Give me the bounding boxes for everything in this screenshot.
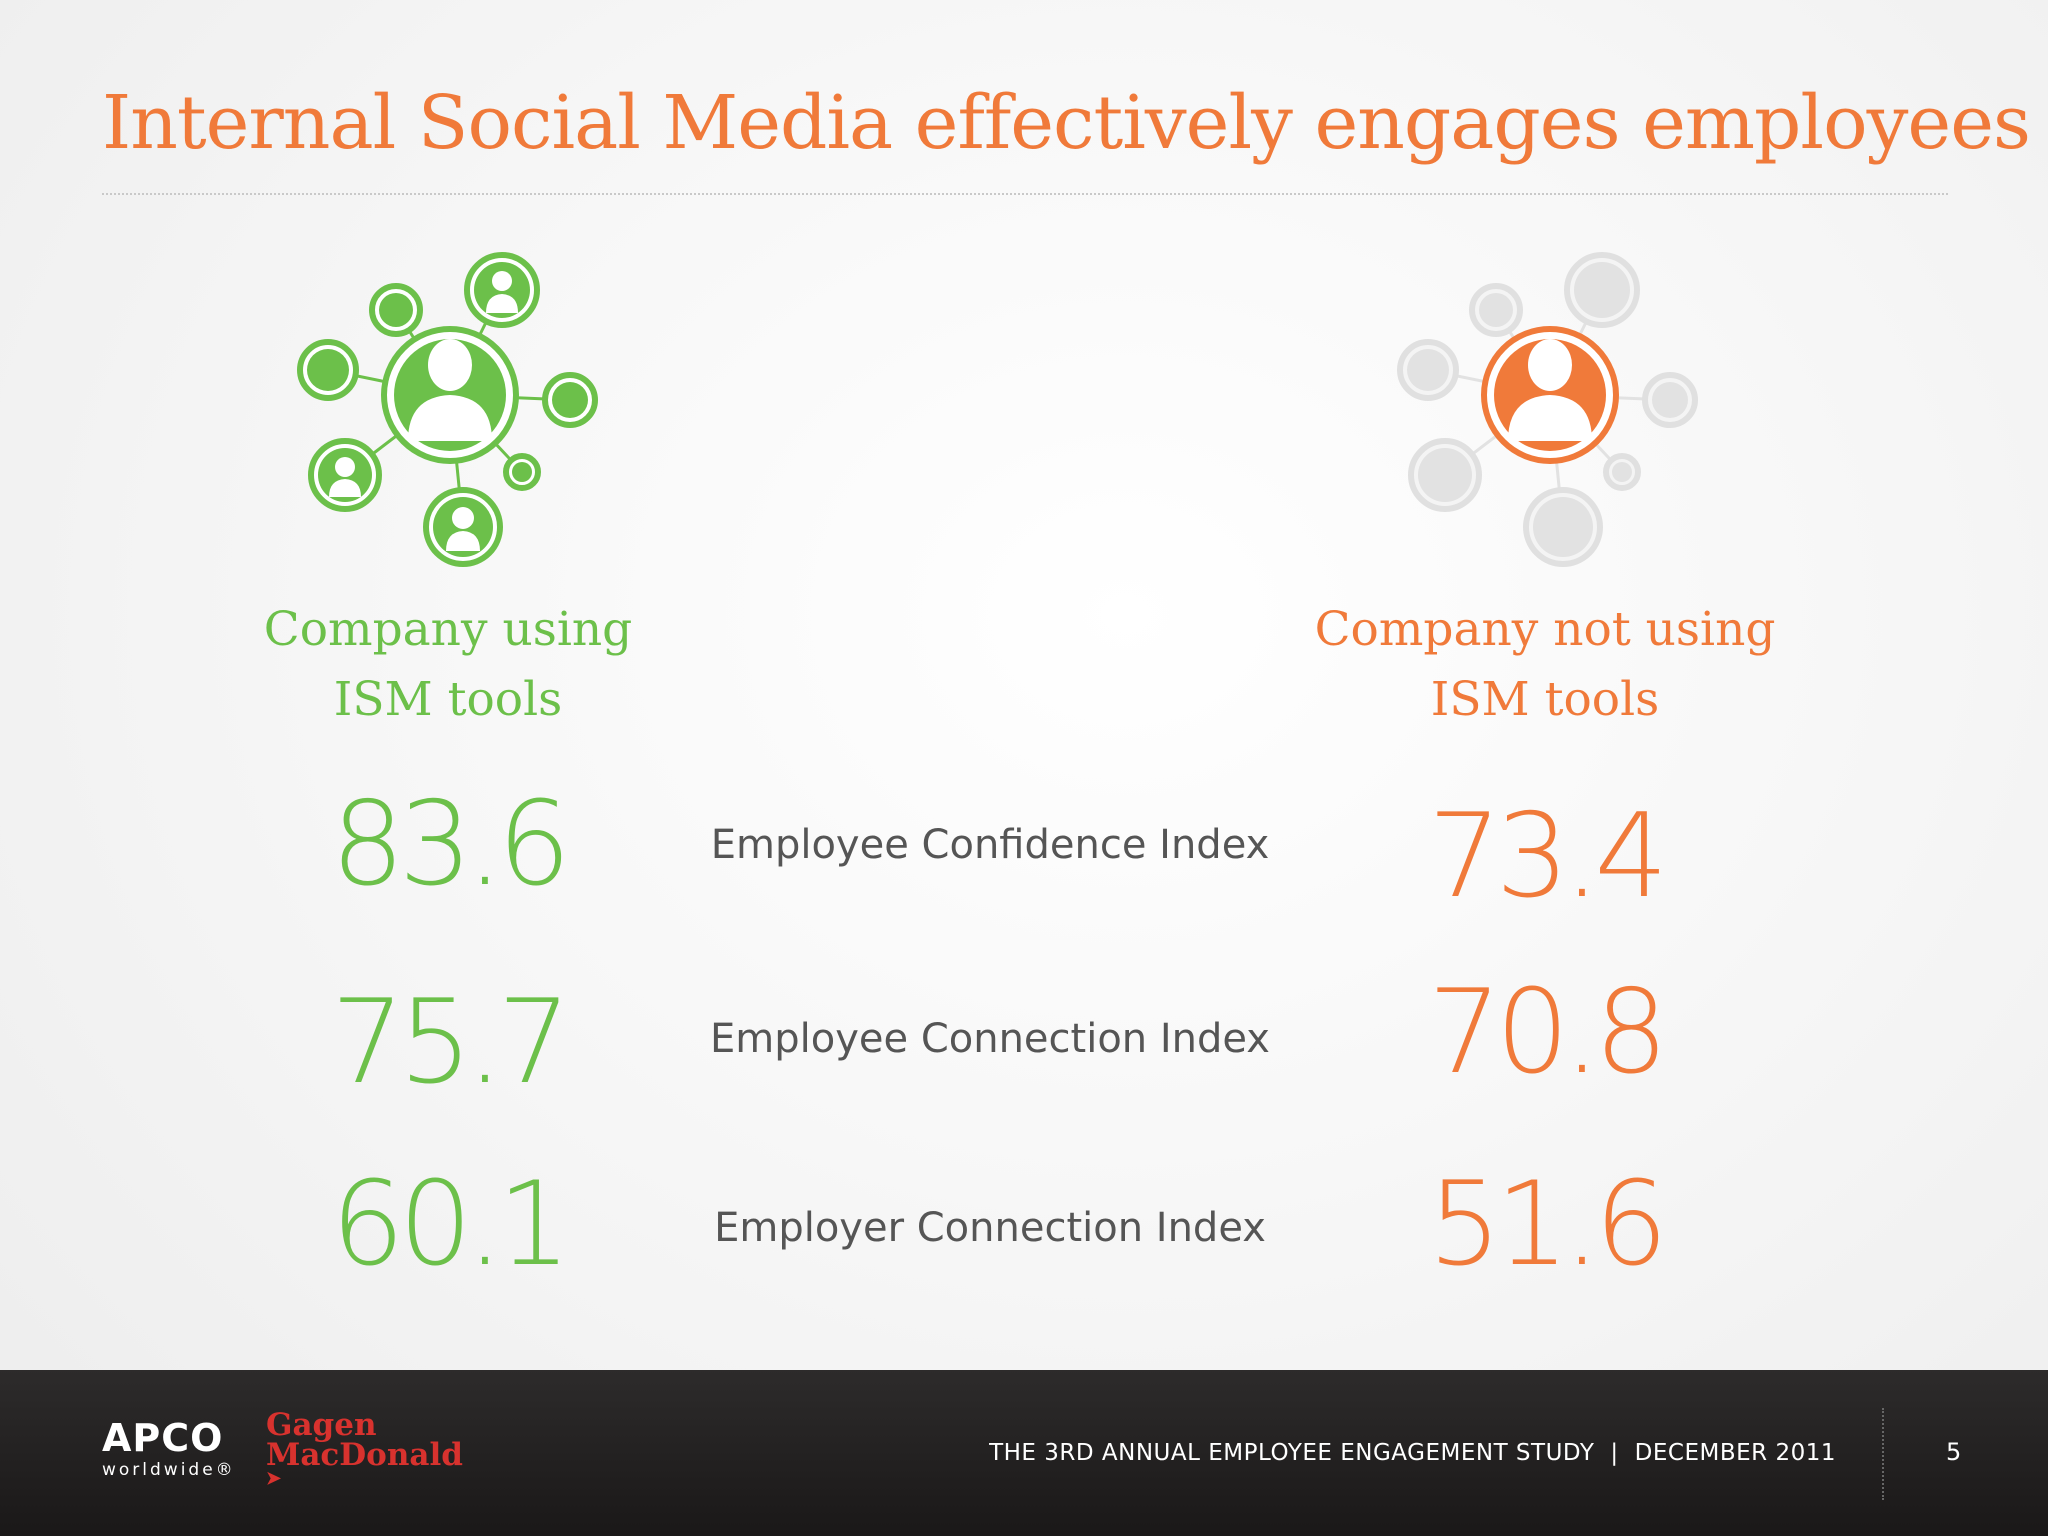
apco-logo-text: APCO [102, 1416, 224, 1460]
footer-divider [1882, 1408, 1884, 1500]
caption-separator: | [1610, 1440, 1619, 1466]
people-network-icon [297, 252, 598, 567]
with-ism-value: 83.6 [330, 777, 571, 912]
apco-logo: APCO worldwide® [102, 1418, 236, 1482]
metric-label: Employer Connection Index [714, 1205, 1266, 1251]
apco-logo-subtext: worldwide® [102, 1460, 236, 1480]
without-ism-value: 73.4 [1427, 789, 1668, 924]
study-caption: THE 3RD ANNUAL EMPLOYEE ENGAGEMENT STUDY… [989, 1440, 1836, 1466]
with-ism-value: 60.1 [330, 1157, 571, 1292]
metric-label: Employee Confidence Index [710, 822, 1270, 868]
study-name: THE 3RD ANNUAL EMPLOYEE ENGAGEMENT STUDY [989, 1440, 1595, 1466]
column-heading-line: ISM tools [333, 672, 563, 727]
metric-label: Employee Connection Index [710, 1016, 1270, 1062]
gm-logo-line: MacDonald [266, 1437, 463, 1473]
column-heading-with-ism: Company using ISM tools [198, 595, 698, 735]
column-heading-line: Company using [263, 602, 633, 657]
footer-bar: APCO worldwide® Gagen MacDonald ➤ THE 3R… [0, 1370, 2048, 1536]
without-ism-value: 70.8 [1427, 965, 1668, 1100]
column-heading-line: Company not using [1314, 602, 1776, 657]
column-heading-without-ism: Company not using ISM tools [1295, 595, 1795, 735]
with-ism-value: 75.7 [330, 975, 571, 1110]
without-ism-value: 51.6 [1427, 1157, 1668, 1292]
gagen-macdonald-logo: Gagen MacDonald ➤ [266, 1410, 463, 1488]
slide-title: Internal Social Media effectively engage… [102, 80, 2031, 166]
column-heading-line: ISM tools [1430, 672, 1660, 727]
people-network-icon [1397, 252, 1698, 567]
arrow-icon: ➤ [266, 1468, 282, 1489]
page-number: 5 [1946, 1438, 1962, 1466]
study-date: DECEMBER 2011 [1634, 1440, 1836, 1466]
gm-logo-line: Gagen [266, 1407, 377, 1443]
title-divider [102, 193, 1948, 195]
